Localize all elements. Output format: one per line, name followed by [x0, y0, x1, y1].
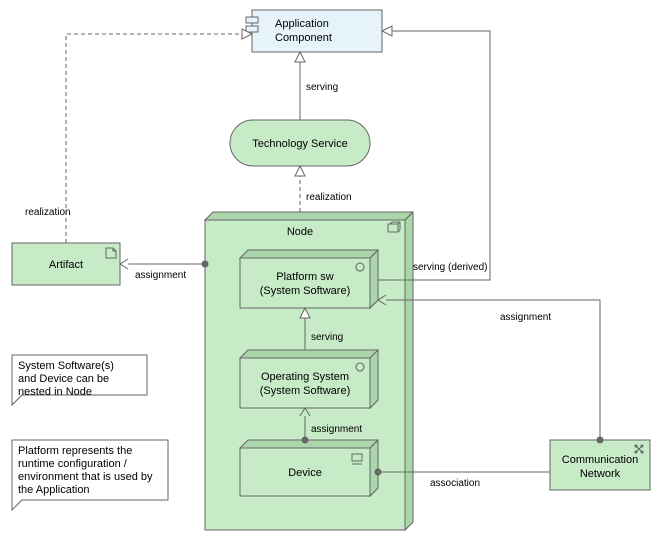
note-nesting: System Software(s) and Device can be nes…	[12, 355, 147, 405]
technology-service-node: Technology Service	[230, 120, 370, 166]
svg-text:serving (derived): serving (derived)	[413, 262, 487, 273]
app-component-label1: Application	[275, 18, 329, 30]
os-label1: Operating System	[261, 371, 349, 383]
comm-label2: Network	[580, 468, 621, 480]
operating-system-node: Operating System (System Software)	[240, 350, 378, 408]
note2-l3: environment that is used by	[18, 471, 153, 483]
svg-text:serving: serving	[306, 82, 338, 93]
diagram-canvas: Application Component Technology Service…	[0, 0, 661, 541]
svg-text:serving: serving	[311, 332, 343, 343]
svg-text:realization: realization	[25, 207, 71, 218]
app-component-label2: Component	[275, 32, 332, 44]
note1-l3: nested in Node	[18, 386, 92, 398]
node-label: Node	[287, 226, 313, 238]
platform-sw-label1: Platform sw	[276, 271, 334, 283]
note2-l4: the Application	[18, 484, 90, 496]
svg-text:realization: realization	[306, 192, 352, 203]
comm-network-node: Communication Network	[550, 440, 650, 490]
note2-l2: runtime configuration /	[18, 458, 128, 470]
artifact-node: Artifact	[12, 243, 120, 285]
svg-text:assignment: assignment	[311, 424, 362, 435]
note1-l1: System Software(s)	[18, 360, 114, 372]
edge-node-to-tech: realization	[295, 166, 352, 212]
platform-sw-label2: (System Software)	[260, 285, 350, 297]
note-platform: Platform represents the runtime configur…	[12, 440, 168, 510]
device-node: Device	[240, 440, 378, 496]
svg-text:assignment: assignment	[135, 270, 186, 281]
platform-sw-node: Platform sw (System Software)	[240, 250, 378, 308]
application-component-node: Application Component	[246, 10, 382, 52]
note1-l2: and Device can be	[18, 373, 109, 385]
note2-l1: Platform represents the	[18, 445, 132, 457]
edge-artifact-to-app: realization	[25, 29, 252, 243]
device-label: Device	[288, 467, 322, 479]
svg-text:association: association	[430, 478, 480, 489]
os-label2: (System Software)	[260, 385, 350, 397]
comm-label1: Communication	[562, 454, 638, 466]
svg-text:assignment: assignment	[500, 312, 551, 323]
tech-service-label: Technology Service	[252, 138, 347, 150]
artifact-label: Artifact	[49, 259, 83, 271]
edge-tech-to-app: serving	[295, 52, 338, 120]
edge-node-to-artifact: assignment	[120, 259, 208, 281]
